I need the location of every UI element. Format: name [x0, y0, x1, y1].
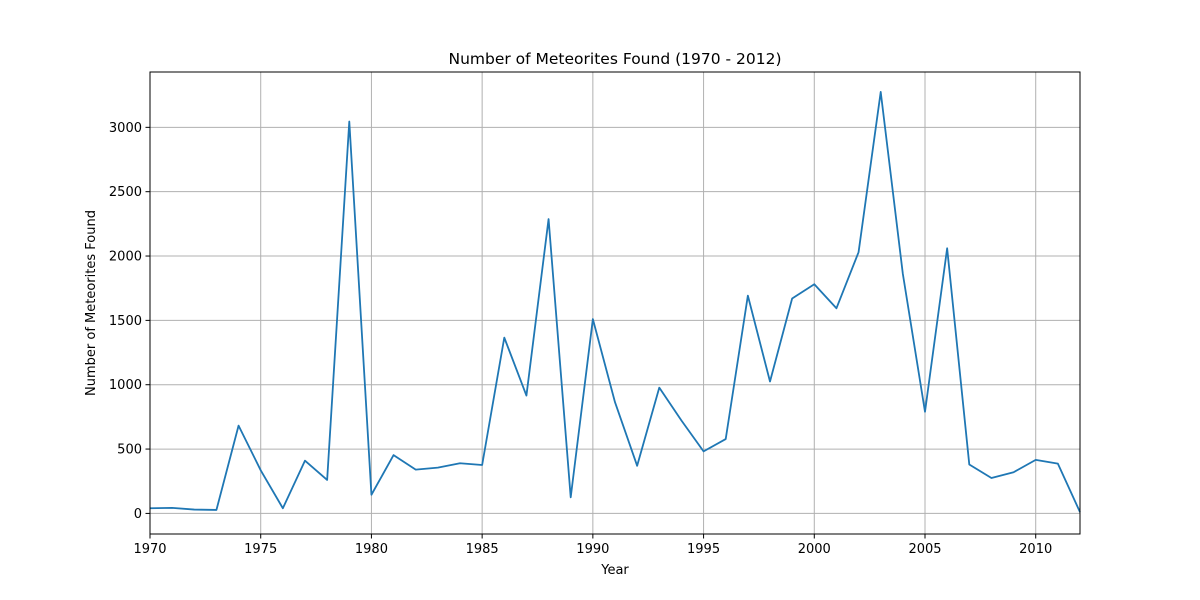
x-tick-label: 1970 [133, 542, 166, 557]
grid-lines [149, 72, 1080, 534]
series-layer [149, 91, 1081, 513]
x-axis-label: Year [600, 563, 629, 578]
x-tick-label: 1980 [355, 542, 388, 557]
y-tick-label: 1500 [109, 314, 142, 329]
x-tick-label: 1985 [466, 542, 499, 557]
x-tick-label: 2005 [908, 542, 941, 557]
x-tick-label: 1975 [244, 542, 277, 557]
y-tick-label: 1000 [109, 378, 142, 393]
x-axis: 1970 1975 1980 1985 1990 1995 2000 2005 2010 [133, 534, 1052, 557]
chart-title: Number of Meteorites Found (1970 - 2012) [448, 50, 781, 68]
y-tick-label: 0 [134, 507, 142, 522]
series-line [149, 91, 1081, 513]
x-tick-label: 2010 [1019, 542, 1052, 557]
plot-frame [149, 71, 1081, 535]
y-tick-label: 2500 [109, 185, 142, 200]
x-tick-label: 1995 [687, 542, 720, 557]
y-axis: 0 500 1000 1500 2000 2500 3000 [109, 121, 150, 522]
y-axis-label: Number of Meteorites Found [84, 210, 99, 396]
y-tick-label: 500 [117, 443, 142, 458]
x-tick-label: 2000 [798, 542, 831, 557]
x-tick-label: 1990 [576, 542, 609, 557]
y-tick-label: 2000 [109, 250, 142, 265]
y-tick-label: 3000 [109, 121, 142, 136]
